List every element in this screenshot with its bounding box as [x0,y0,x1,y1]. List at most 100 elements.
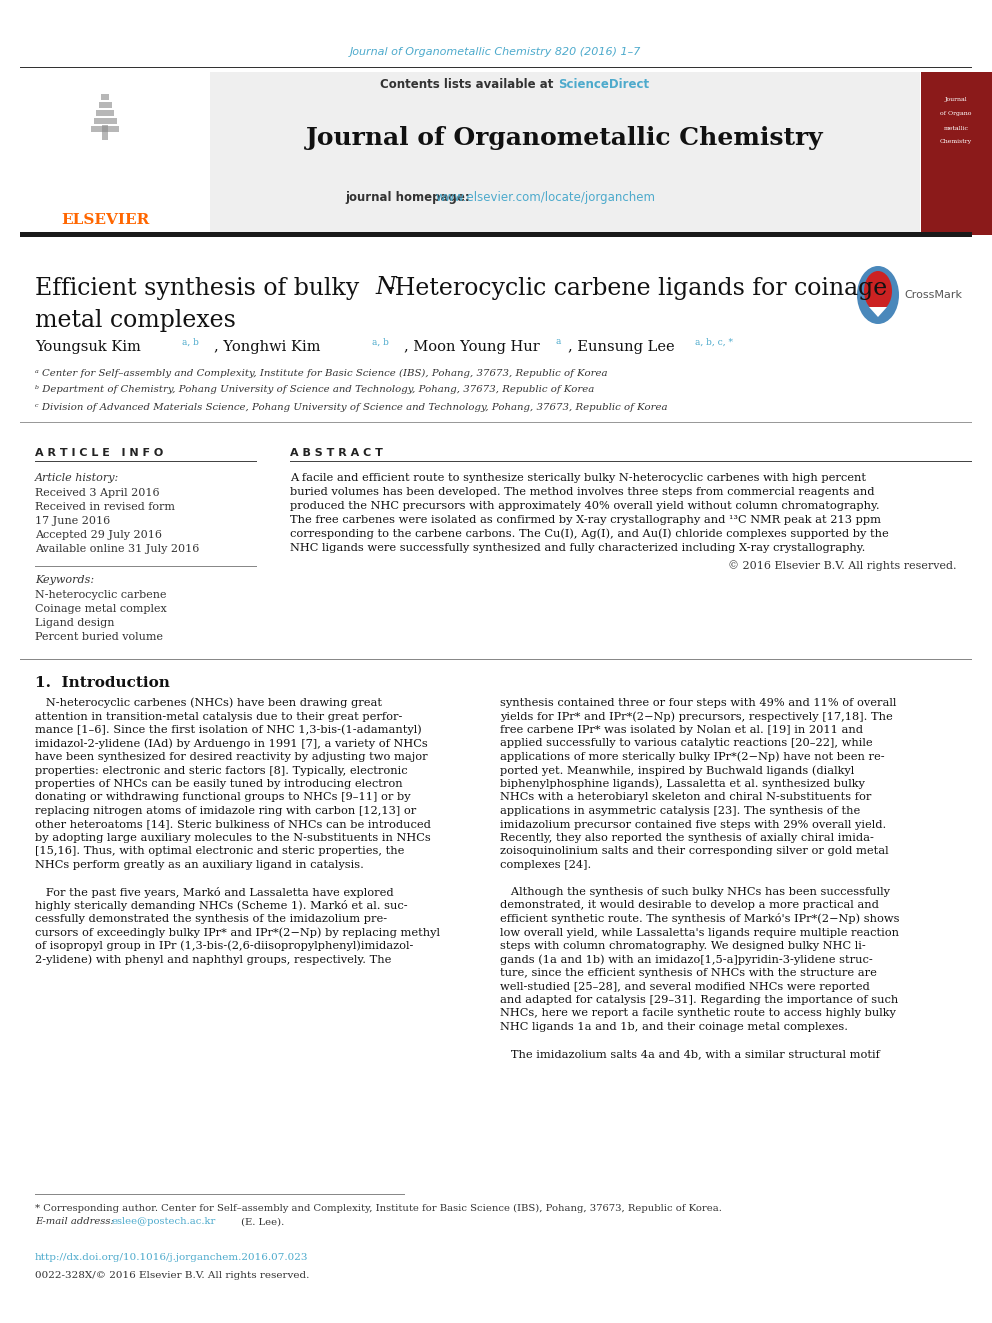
Text: N-heterocyclic carbenes (NHCs) have been drawing great: N-heterocyclic carbenes (NHCs) have been… [35,697,382,708]
Text: a, b: a, b [372,337,389,347]
Text: complexes [24].: complexes [24]. [500,860,591,871]
Text: © 2016 Elsevier B.V. All rights reserved.: © 2016 Elsevier B.V. All rights reserved… [728,561,957,572]
Text: Youngsuk Kim: Youngsuk Kim [35,340,146,355]
Text: eslee@postech.ac.kr: eslee@postech.ac.kr [112,1217,216,1226]
Text: , Moon Young Hur: , Moon Young Hur [404,340,545,355]
Text: of isopropyl group in IPr (1,3-bis-(2,6-diisopropylphenyl)imidazol-: of isopropyl group in IPr (1,3-bis-(2,6-… [35,941,414,951]
Text: cessfully demonstrated the synthesis of the imidazolium pre-: cessfully demonstrated the synthesis of … [35,914,387,923]
Text: CrossMark: CrossMark [904,290,962,300]
Text: Percent buried volume: Percent buried volume [35,632,163,642]
Text: Available online 31 July 2016: Available online 31 July 2016 [35,544,199,554]
Text: Journal of Organometallic Chemistry 820 (2016) 1–7: Journal of Organometallic Chemistry 820 … [350,48,642,57]
Text: a: a [556,337,561,347]
Text: applications of more sterically bulky IPr*(2−Np) have not been re-: applications of more sterically bulky IP… [500,751,885,762]
Text: N-heterocyclic carbene: N-heterocyclic carbene [35,590,167,601]
Bar [921,71,992,235]
Text: journal homepage:: journal homepage: [345,191,470,204]
Text: properties of NHCs can be easily tuned by introducing electron: properties of NHCs can be easily tuned b… [35,779,403,789]
Text: well-studied [25–28], and several modified NHCs were reported: well-studied [25–28], and several modifi… [500,982,870,991]
Bar [102,124,108,140]
Bar [20,71,210,235]
Text: A facile and efficient route to synthesize sterically bulky N-heterocyclic carbe: A facile and efficient route to synthesi… [290,474,866,483]
Text: , Eunsung Lee: , Eunsung Lee [568,340,680,355]
Bar [210,71,920,235]
Text: For the past five years, Markó and Lassaletta have explored: For the past five years, Markó and Lassa… [35,886,394,897]
Text: and adapted for catalysis [29–31]. Regarding the importance of such: and adapted for catalysis [29–31]. Regar… [500,995,898,1005]
Text: free carbene IPr* was isolated by Nolan et al. [19] in 2011 and: free carbene IPr* was isolated by Nolan … [500,725,863,736]
Bar [94,118,117,124]
Text: 0022-328X/© 2016 Elsevier B.V. All rights reserved.: 0022-328X/© 2016 Elsevier B.V. All right… [35,1270,310,1279]
Ellipse shape [864,271,892,311]
Text: -Heterocyclic carbene ligands for coinage: -Heterocyclic carbene ligands for coinag… [387,277,887,299]
Text: Chemistry: Chemistry [940,139,972,144]
Text: steps with column chromatography. We designed bulky NHC li-: steps with column chromatography. We des… [500,941,866,951]
Text: * Corresponding author. Center for Self–assembly and Complexity, Institute for B: * Corresponding author. Center for Self–… [35,1204,722,1213]
Text: ture, since the efficient synthesis of NHCs with the structure are: ture, since the efficient synthesis of N… [500,968,877,978]
Bar [91,126,119,132]
Text: ᶜ Division of Advanced Materials Science, Pohang University of Science and Techn: ᶜ Division of Advanced Materials Science… [35,402,668,411]
Text: have been synthesized for desired reactivity by adjusting two major: have been synthesized for desired reacti… [35,751,428,762]
Text: ported yet. Meanwhile, inspired by Buchwald ligands (dialkyl: ported yet. Meanwhile, inspired by Buchw… [500,765,854,775]
Text: metallic: metallic [943,126,968,131]
Text: Accepted 29 July 2016: Accepted 29 July 2016 [35,531,162,540]
Text: attention in transition-metal catalysis due to their great perfor-: attention in transition-metal catalysis … [35,712,403,721]
Text: The imidazolium salts 4a and 4b, with a similar structural motif: The imidazolium salts 4a and 4b, with a … [500,1049,880,1058]
Text: Although the synthesis of such bulky NHCs has been successfully: Although the synthesis of such bulky NHC… [500,886,890,897]
Text: produced the NHC precursors with approximately 40% overall yield without column : produced the NHC precursors with approxi… [290,501,880,511]
Text: biphenylphosphine ligands), Lassaletta et al. synthesized bulky: biphenylphosphine ligands), Lassaletta e… [500,779,865,790]
Text: highly sterically demanding NHCs (Scheme 1). Markó et al. suc-: highly sterically demanding NHCs (Scheme… [35,900,408,912]
Text: of Organo: of Organo [940,111,972,116]
Polygon shape [869,307,887,318]
Text: Journal of Organometallic Chemistry: Journal of Organometallic Chemistry [307,126,823,149]
Text: Recently, they also reported the synthesis of axially chiral imida-: Recently, they also reported the synthes… [500,833,874,843]
Text: imidazolium precursor contained five steps with 29% overall yield.: imidazolium precursor contained five ste… [500,819,886,830]
Text: low overall yield, while Lassaletta's ligands require multiple reaction: low overall yield, while Lassaletta's li… [500,927,899,938]
Text: yields for IPr* and IPr*(2−Np) precursors, respectively [17,18]. The: yields for IPr* and IPr*(2−Np) precursor… [500,712,893,722]
Bar [101,94,109,101]
Text: Journal: Journal [944,98,967,102]
Text: NHCs, here we report a facile synthetic route to access highly bulky: NHCs, here we report a facile synthetic … [500,1008,896,1019]
Text: gands (1a and 1b) with an imidazo[1,5-a]pyridin-3-ylidene struc-: gands (1a and 1b) with an imidazo[1,5-a]… [500,954,873,964]
Text: E-mail address:: E-mail address: [35,1217,114,1226]
Text: NHC ligands 1a and 1b, and their coinage metal complexes.: NHC ligands 1a and 1b, and their coinage… [500,1021,848,1032]
Text: A R T I C L E   I N F O: A R T I C L E I N F O [35,448,164,458]
Text: Efficient synthesis of bulky: Efficient synthesis of bulky [35,277,367,299]
Text: http://dx.doi.org/10.1016/j.jorganchem.2016.07.023: http://dx.doi.org/10.1016/j.jorganchem.2… [35,1253,309,1262]
Text: 1.  Introduction: 1. Introduction [35,676,170,691]
Text: A B S T R A C T: A B S T R A C T [290,448,383,458]
Text: ᵃ Center for Self–assembly and Complexity, Institute for Basic Science (IBS), Po: ᵃ Center for Self–assembly and Complexit… [35,368,607,377]
Text: The free carbenes were isolated as confirmed by X-ray crystallography and ¹³C NM: The free carbenes were isolated as confi… [290,515,881,525]
Text: other heteroatoms [14]. Steric bulkiness of NHCs can be introduced: other heteroatoms [14]. Steric bulkiness… [35,819,431,830]
Text: applied successfully to various catalytic reactions [20–22], while: applied successfully to various catalyti… [500,738,873,749]
Text: ScienceDirect: ScienceDirect [558,78,649,90]
Text: a, b, c, *: a, b, c, * [695,337,733,347]
Text: donating or withdrawing functional groups to NHCs [9–11] or by: donating or withdrawing functional group… [35,792,411,803]
Text: Ligand design: Ligand design [35,618,114,628]
Text: Contents lists available at: Contents lists available at [381,78,558,90]
Text: Received in revised form: Received in revised form [35,501,175,512]
Text: www.elsevier.com/locate/jorganchem: www.elsevier.com/locate/jorganchem [435,191,655,204]
Text: Received 3 April 2016: Received 3 April 2016 [35,488,160,497]
Text: corresponding to the carbene carbons. The Cu(I), Ag(I), and Au(I) chloride compl: corresponding to the carbene carbons. Th… [290,529,889,540]
Ellipse shape [857,266,899,324]
Text: , Yonghwi Kim: , Yonghwi Kim [214,340,325,355]
Text: replacing nitrogen atoms of imidazole ring with carbon [12,13] or: replacing nitrogen atoms of imidazole ri… [35,806,417,816]
Text: efficient synthetic route. The synthesis of Markó's IPr*(2−Np) shows: efficient synthetic route. The synthesis… [500,913,900,925]
Text: zoisoquinolinium salts and their corresponding silver or gold metal: zoisoquinolinium salts and their corresp… [500,847,889,856]
Text: NHC ligands were successfully synthesized and fully characterized including X-ra: NHC ligands were successfully synthesize… [290,542,865,553]
Text: 2-ylidene) with phenyl and naphthyl groups, respectively. The: 2-ylidene) with phenyl and naphthyl grou… [35,954,392,964]
Text: 17 June 2016: 17 June 2016 [35,516,110,527]
Text: by adopting large auxiliary molecules to the N-substituents in NHCs: by adopting large auxiliary molecules to… [35,833,431,843]
Text: properties: electronic and steric factors [8]. Typically, electronic: properties: electronic and steric factor… [35,766,408,775]
Text: Article history:: Article history: [35,474,119,483]
Text: ᵇ Department of Chemistry, Pohang University of Science and Technology, Pohang, : ᵇ Department of Chemistry, Pohang Univer… [35,385,594,394]
Bar [99,102,112,108]
Text: demonstrated, it would desirable to develop a more practical and: demonstrated, it would desirable to deve… [500,901,879,910]
Text: metal complexes: metal complexes [35,308,236,332]
Bar [96,110,114,116]
Text: ELSEVIER: ELSEVIER [61,213,149,228]
Text: (E. Lee).: (E. Lee). [238,1217,285,1226]
Text: [15,16]. Thus, with optimal electronic and steric properties, the: [15,16]. Thus, with optimal electronic a… [35,847,405,856]
Text: synthesis contained three or four steps with 49% and 11% of overall: synthesis contained three or four steps … [500,699,897,708]
Text: NHCs perform greatly as an auxiliary ligand in catalysis.: NHCs perform greatly as an auxiliary lig… [35,860,364,871]
